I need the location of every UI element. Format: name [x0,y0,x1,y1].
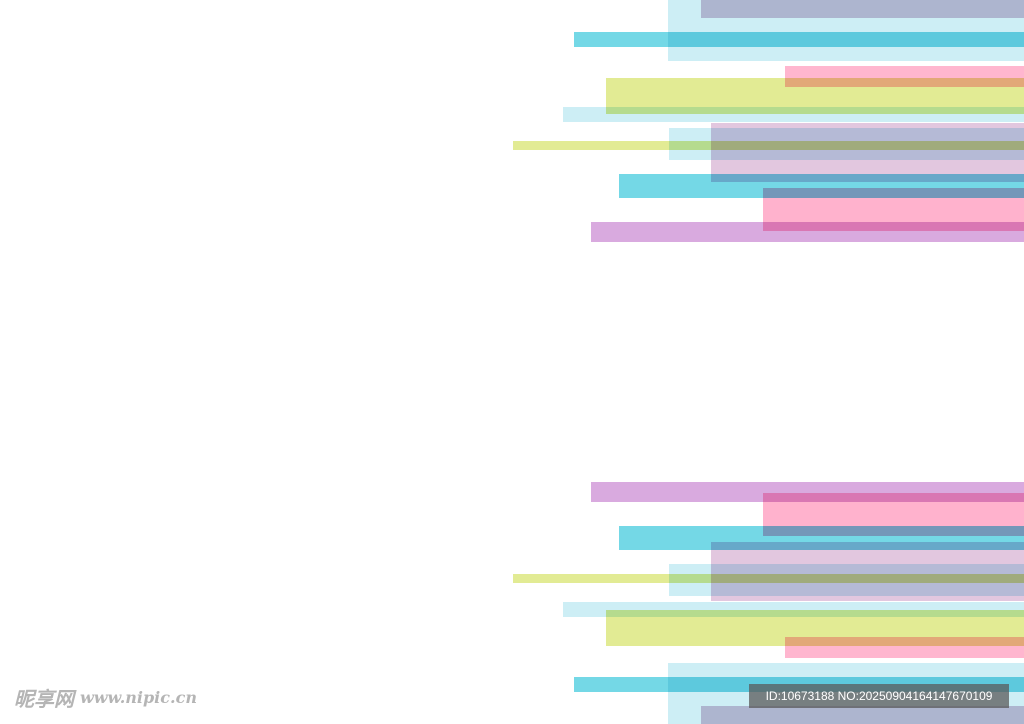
watermark-url: www.nipic.cn [80,687,197,707]
watermark-site: 昵享网 [14,686,74,711]
top-stripes [513,0,1024,242]
watermark-left: 昵享网 www.nipic.cn [14,684,197,711]
watermark-id: ID:10673188 NO:20250904164147670109 [749,684,1009,708]
